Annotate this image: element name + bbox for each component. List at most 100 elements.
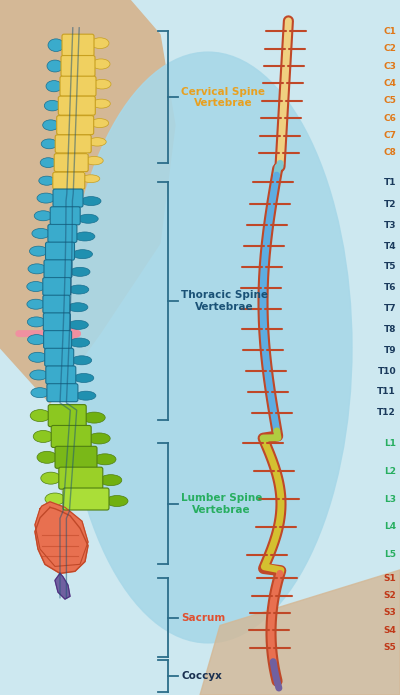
Ellipse shape <box>91 38 109 49</box>
Text: S3: S3 <box>383 609 396 617</box>
Text: T7: T7 <box>383 304 396 313</box>
Ellipse shape <box>78 214 98 223</box>
FancyBboxPatch shape <box>62 485 100 492</box>
Text: S1: S1 <box>383 574 396 582</box>
FancyBboxPatch shape <box>62 34 94 56</box>
FancyBboxPatch shape <box>51 425 91 448</box>
FancyBboxPatch shape <box>48 363 71 369</box>
FancyBboxPatch shape <box>51 239 74 245</box>
Text: Cervical Spine
Vertebrae: Cervical Spine Vertebrae <box>181 86 265 108</box>
Ellipse shape <box>31 388 49 398</box>
Ellipse shape <box>45 493 65 505</box>
FancyBboxPatch shape <box>44 331 72 349</box>
Ellipse shape <box>82 175 100 183</box>
Text: Sacrum: Sacrum <box>181 612 225 623</box>
FancyBboxPatch shape <box>46 242 74 260</box>
Text: C7: C7 <box>383 131 396 140</box>
FancyBboxPatch shape <box>45 348 74 366</box>
FancyBboxPatch shape <box>46 366 76 384</box>
Polygon shape <box>35 502 88 566</box>
Ellipse shape <box>28 264 46 274</box>
Ellipse shape <box>32 229 50 238</box>
Ellipse shape <box>74 373 94 382</box>
FancyBboxPatch shape <box>61 56 95 76</box>
Ellipse shape <box>81 197 101 206</box>
Text: Lumber Spine
Vertebrae: Lumber Spine Vertebrae <box>181 493 262 515</box>
Ellipse shape <box>93 79 111 89</box>
Ellipse shape <box>39 176 55 186</box>
Text: T5: T5 <box>384 263 396 271</box>
Ellipse shape <box>72 356 92 365</box>
Text: L2: L2 <box>384 467 396 475</box>
FancyBboxPatch shape <box>55 446 97 468</box>
FancyBboxPatch shape <box>55 135 91 153</box>
Ellipse shape <box>92 99 110 108</box>
Text: T12: T12 <box>377 409 396 417</box>
FancyBboxPatch shape <box>54 443 88 450</box>
Ellipse shape <box>29 352 47 362</box>
Ellipse shape <box>44 100 60 111</box>
Ellipse shape <box>37 451 57 464</box>
Ellipse shape <box>43 120 59 131</box>
Text: T11: T11 <box>377 388 396 396</box>
FancyBboxPatch shape <box>43 295 70 313</box>
Text: T9: T9 <box>383 346 396 354</box>
Text: C1: C1 <box>383 27 396 35</box>
Ellipse shape <box>47 60 63 72</box>
Ellipse shape <box>92 59 110 69</box>
Text: T1: T1 <box>384 178 396 186</box>
Text: C5: C5 <box>383 97 396 105</box>
Text: L5: L5 <box>384 550 396 559</box>
FancyBboxPatch shape <box>46 328 67 334</box>
Ellipse shape <box>68 303 88 312</box>
FancyBboxPatch shape <box>46 293 68 298</box>
Ellipse shape <box>34 211 52 221</box>
FancyBboxPatch shape <box>46 310 67 316</box>
Text: C8: C8 <box>383 149 396 157</box>
FancyBboxPatch shape <box>46 345 69 352</box>
Ellipse shape <box>68 320 88 329</box>
FancyBboxPatch shape <box>53 172 85 189</box>
FancyBboxPatch shape <box>65 53 91 58</box>
Text: Coccyx: Coccyx <box>181 671 222 681</box>
Ellipse shape <box>76 391 96 400</box>
FancyBboxPatch shape <box>47 275 69 281</box>
Ellipse shape <box>33 430 53 443</box>
Ellipse shape <box>41 472 61 484</box>
FancyBboxPatch shape <box>43 277 71 295</box>
Text: L1: L1 <box>384 439 396 448</box>
Ellipse shape <box>27 281 45 291</box>
Polygon shape <box>0 0 175 403</box>
Ellipse shape <box>64 52 352 643</box>
FancyBboxPatch shape <box>51 423 83 430</box>
Ellipse shape <box>88 433 110 444</box>
Text: C6: C6 <box>383 114 396 122</box>
Ellipse shape <box>94 454 116 465</box>
Text: T3: T3 <box>384 221 396 229</box>
Text: Thoracic Spine
Vertebrae: Thoracic Spine Vertebrae <box>181 291 268 312</box>
Text: C2: C2 <box>383 44 396 53</box>
Ellipse shape <box>91 119 109 128</box>
Ellipse shape <box>48 39 64 51</box>
Ellipse shape <box>83 412 105 423</box>
Text: T4: T4 <box>383 242 396 250</box>
FancyBboxPatch shape <box>64 73 92 79</box>
Ellipse shape <box>100 475 122 486</box>
Ellipse shape <box>46 81 62 92</box>
Text: S4: S4 <box>383 626 396 635</box>
FancyBboxPatch shape <box>61 113 92 118</box>
Text: T10: T10 <box>377 367 396 375</box>
Ellipse shape <box>41 139 57 149</box>
Ellipse shape <box>30 409 50 422</box>
Ellipse shape <box>85 156 103 165</box>
FancyBboxPatch shape <box>58 96 95 115</box>
FancyBboxPatch shape <box>48 224 77 243</box>
Ellipse shape <box>88 138 106 146</box>
FancyBboxPatch shape <box>57 169 85 174</box>
Ellipse shape <box>69 285 89 294</box>
Ellipse shape <box>75 232 95 241</box>
FancyBboxPatch shape <box>58 150 88 156</box>
Ellipse shape <box>70 338 90 347</box>
FancyBboxPatch shape <box>53 222 77 227</box>
FancyBboxPatch shape <box>49 381 73 387</box>
